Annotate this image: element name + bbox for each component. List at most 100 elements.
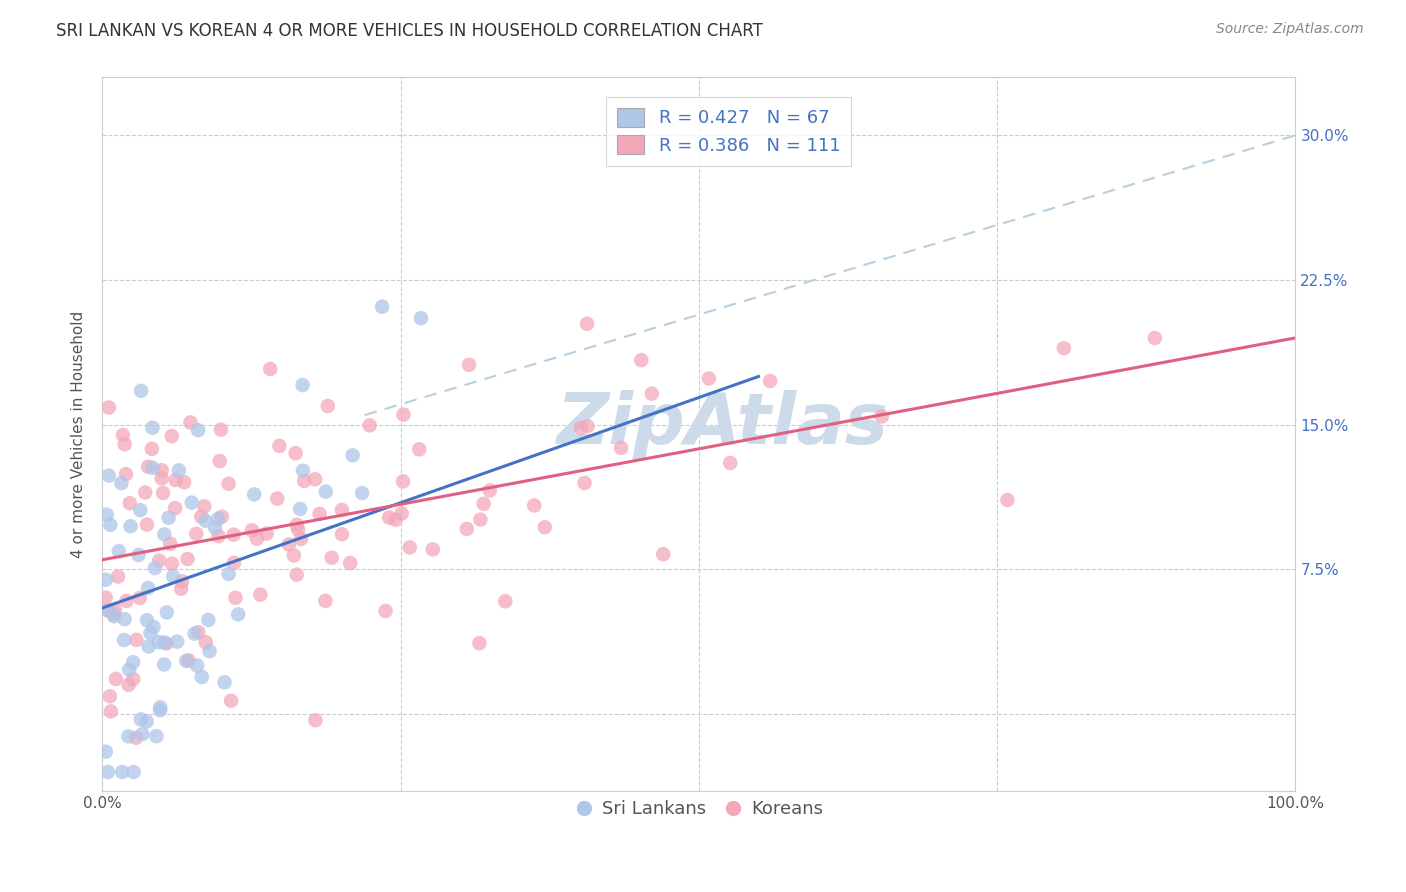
Point bbox=[136, 581, 159, 595]
Point bbox=[186, 658, 208, 673]
Point bbox=[170, 582, 193, 596]
Point bbox=[187, 625, 209, 640]
Point bbox=[218, 566, 240, 581]
Point bbox=[186, 527, 208, 541]
Point bbox=[170, 574, 193, 589]
Point bbox=[143, 561, 166, 575]
Point bbox=[576, 419, 599, 434]
Point bbox=[118, 663, 141, 677]
Point bbox=[208, 454, 231, 468]
Point bbox=[352, 486, 374, 500]
Point bbox=[249, 588, 271, 602]
Point bbox=[122, 764, 145, 779]
Point bbox=[697, 371, 720, 385]
Point bbox=[378, 510, 401, 524]
Point bbox=[98, 690, 121, 704]
Point bbox=[304, 713, 326, 727]
Point bbox=[190, 509, 212, 524]
Point bbox=[287, 523, 309, 537]
Point bbox=[316, 399, 339, 413]
Point bbox=[100, 705, 122, 719]
Point bbox=[218, 476, 240, 491]
Point bbox=[219, 694, 242, 708]
Point bbox=[114, 612, 136, 626]
Point bbox=[478, 483, 501, 498]
Point bbox=[398, 541, 420, 555]
Point bbox=[288, 502, 311, 516]
Point bbox=[149, 703, 172, 717]
Point bbox=[104, 672, 127, 686]
Point bbox=[125, 731, 148, 745]
Point bbox=[330, 527, 353, 541]
Point bbox=[142, 460, 165, 475]
Point bbox=[129, 384, 152, 398]
Point bbox=[641, 386, 664, 401]
Point bbox=[128, 591, 150, 605]
Point bbox=[314, 594, 336, 608]
Point bbox=[997, 492, 1019, 507]
Point bbox=[269, 439, 291, 453]
Point bbox=[162, 569, 184, 583]
Point bbox=[125, 632, 148, 647]
Point bbox=[138, 640, 160, 654]
Point bbox=[149, 700, 172, 714]
Point bbox=[610, 441, 633, 455]
Point bbox=[211, 509, 233, 524]
Point bbox=[115, 467, 138, 481]
Point bbox=[422, 542, 444, 557]
Point bbox=[131, 727, 153, 741]
Point bbox=[470, 513, 492, 527]
Point bbox=[134, 485, 156, 500]
Point bbox=[166, 634, 188, 648]
Point bbox=[155, 636, 177, 650]
Point bbox=[139, 626, 162, 640]
Point bbox=[392, 408, 415, 422]
Point bbox=[128, 548, 150, 562]
Point bbox=[194, 514, 217, 528]
Point bbox=[104, 603, 127, 617]
Point bbox=[193, 500, 215, 514]
Point bbox=[122, 655, 145, 669]
Point bbox=[226, 607, 249, 622]
Text: Source: ZipAtlas.com: Source: ZipAtlas.com bbox=[1216, 22, 1364, 37]
Y-axis label: 4 or more Vehicles in Household: 4 or more Vehicles in Household bbox=[72, 310, 86, 558]
Point bbox=[153, 657, 176, 672]
Point bbox=[117, 678, 139, 692]
Point bbox=[468, 636, 491, 650]
Point bbox=[266, 491, 288, 506]
Point bbox=[142, 620, 165, 634]
Point bbox=[97, 468, 120, 483]
Point bbox=[94, 745, 117, 759]
Point bbox=[136, 459, 159, 474]
Point bbox=[339, 556, 361, 570]
Point bbox=[163, 501, 186, 516]
Point bbox=[243, 487, 266, 501]
Point bbox=[94, 591, 117, 605]
Point bbox=[308, 507, 330, 521]
Point bbox=[153, 527, 176, 541]
Point bbox=[160, 557, 183, 571]
Point bbox=[284, 446, 307, 460]
Point bbox=[574, 475, 596, 490]
Point bbox=[145, 729, 167, 743]
Point bbox=[291, 378, 314, 392]
Point bbox=[371, 300, 394, 314]
Text: SRI LANKAN VS KOREAN 4 OR MORE VEHICLES IN HOUSEHOLD CORRELATION CHART: SRI LANKAN VS KOREAN 4 OR MORE VEHICLES … bbox=[56, 22, 763, 40]
Point bbox=[120, 519, 142, 533]
Point bbox=[207, 529, 229, 543]
Point bbox=[458, 358, 481, 372]
Point bbox=[180, 495, 202, 509]
Point bbox=[240, 523, 263, 537]
Point bbox=[153, 635, 176, 649]
Point bbox=[114, 437, 136, 451]
Point bbox=[1143, 331, 1166, 345]
Point bbox=[198, 644, 221, 658]
Point bbox=[183, 626, 205, 640]
Point bbox=[409, 311, 432, 326]
Point bbox=[176, 552, 198, 566]
Point bbox=[315, 484, 337, 499]
Point bbox=[494, 594, 516, 608]
Point bbox=[167, 463, 190, 477]
Point bbox=[330, 503, 353, 517]
Point bbox=[222, 556, 245, 570]
